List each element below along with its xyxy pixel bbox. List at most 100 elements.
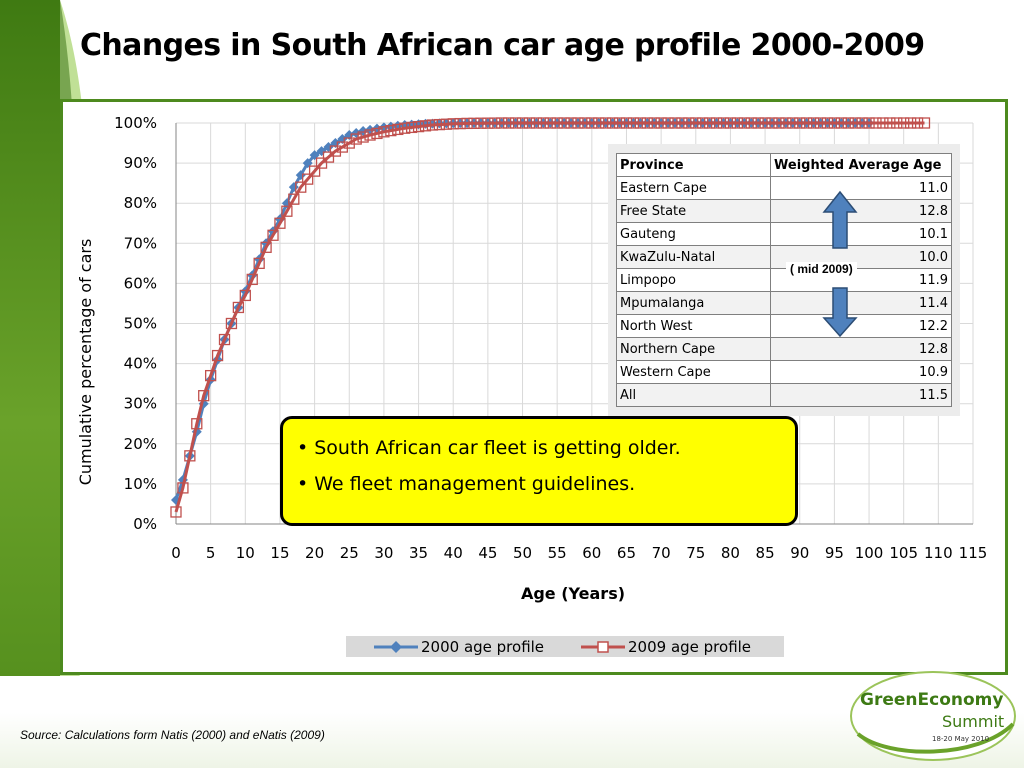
data-point	[655, 117, 667, 129]
x-tick-label: 105	[889, 544, 918, 562]
data-point	[246, 273, 258, 286]
x-tick-label: 20	[305, 544, 324, 562]
x-tick-label: 35	[409, 544, 428, 562]
x-tick-label: 10	[236, 544, 255, 562]
province-name: Eastern Cape	[616, 176, 771, 200]
data-point	[780, 117, 792, 129]
data-point	[703, 117, 716, 129]
x-tick-label: 85	[756, 544, 775, 562]
data-point	[683, 117, 695, 129]
x-tick-label: 100	[855, 544, 884, 562]
province-name: Limpopo	[616, 268, 771, 292]
callout-bullet: • We fleet management guidelines.	[297, 473, 636, 495]
data-point	[253, 257, 265, 270]
data-point	[399, 122, 411, 134]
data-point	[357, 131, 369, 143]
table-row: Eastern Cape 11.0	[616, 176, 952, 200]
data-point	[302, 158, 313, 169]
table-row: KwaZulu-Natal 10.0	[616, 245, 952, 269]
x-tick-label: 45	[478, 544, 497, 562]
series-line	[174, 121, 925, 513]
x-tick-label: 80	[721, 544, 740, 562]
data-point	[232, 301, 245, 314]
data-point	[641, 117, 653, 129]
province-age-table: Province Weighted Average Age Eastern Ca…	[616, 153, 952, 407]
data-point	[378, 126, 390, 138]
data-point	[461, 117, 473, 130]
diamond-marker-icon	[374, 640, 418, 653]
data-point	[773, 117, 785, 129]
data-point	[509, 117, 522, 129]
data-point	[523, 117, 536, 129]
data-point	[302, 173, 314, 185]
data-point	[426, 119, 439, 131]
key-message-callout: • South African car fleet is getting old…	[280, 416, 798, 526]
y-tick-label: 20%	[124, 435, 157, 453]
data-point	[613, 117, 626, 129]
y-tick-label: 50%	[124, 315, 157, 333]
axes: 0 5 10 15 20 25 30 35 40 45 50 55 60 65 70 75 80 85 90 95 10…	[114, 114, 987, 562]
data-point	[551, 117, 563, 129]
data-point	[766, 117, 778, 129]
data-point	[329, 145, 342, 157]
average-age-value: 12.8	[770, 199, 952, 223]
logo-text: 18-20 May 2010	[932, 735, 990, 743]
data-point	[468, 117, 480, 129]
table-row: Free State 12.8	[616, 199, 952, 223]
data-point	[392, 123, 404, 136]
table-row: All 11.5	[616, 383, 952, 407]
province-name: Mpumalanga	[616, 291, 771, 315]
data-point	[579, 117, 591, 129]
data-point	[821, 117, 834, 129]
legend-item-2009: 2009 age profile	[581, 636, 751, 657]
x-tick-label: 55	[548, 544, 567, 562]
data-point	[911, 117, 924, 129]
column-header-average-age: Weighted Average Age	[770, 153, 952, 177]
data-point	[828, 117, 841, 129]
series-layer	[170, 117, 931, 518]
average-age-value: 12.8	[770, 337, 952, 361]
data-point	[814, 117, 827, 129]
average-age-value: 11.5	[770, 383, 952, 407]
data-point	[801, 117, 813, 129]
data-point	[794, 117, 806, 129]
legend-label: 2009 age profile	[628, 637, 752, 656]
data-point	[309, 150, 320, 161]
data-point	[537, 117, 549, 129]
data-point	[447, 118, 459, 130]
data-point	[218, 333, 231, 346]
square-marker-icon	[581, 640, 625, 653]
x-tick-label: 0	[171, 544, 181, 562]
data-point	[260, 241, 272, 253]
data-point	[558, 117, 570, 129]
x-tick-label: 65	[617, 544, 636, 562]
province-name: Gauteng	[616, 222, 771, 246]
table-row: Mpumalanga 11.4	[616, 291, 952, 315]
province-name: Free State	[616, 199, 771, 223]
data-point	[308, 165, 321, 177]
data-point	[295, 181, 307, 193]
table-row: North West 12.2	[616, 314, 952, 338]
y-tick-label: 90%	[124, 154, 157, 172]
data-point	[891, 117, 903, 129]
data-point	[177, 482, 189, 494]
chart-legend: 2000 age profile 2009 age profile	[346, 636, 784, 657]
data-point	[247, 270, 258, 281]
x-tick-label: 90	[790, 544, 809, 562]
data-point	[662, 117, 674, 129]
data-point	[600, 117, 612, 129]
data-point	[516, 117, 529, 129]
data-point	[620, 117, 633, 129]
x-tick-label: 60	[582, 544, 601, 562]
x-tick-label: 70	[652, 544, 671, 562]
data-point	[572, 117, 584, 129]
x-tick-label: 75	[686, 544, 705, 562]
data-point	[904, 117, 917, 129]
callout-bullet: • South African car fleet is getting old…	[297, 437, 681, 459]
source-note: Source: Calculations form Natis (2000) a…	[20, 728, 325, 742]
green-economy-logo	[850, 671, 1016, 761]
average-age-value: 11.4	[770, 291, 952, 315]
data-point	[440, 118, 452, 130]
data-point	[863, 117, 875, 129]
data-point	[322, 151, 335, 163]
